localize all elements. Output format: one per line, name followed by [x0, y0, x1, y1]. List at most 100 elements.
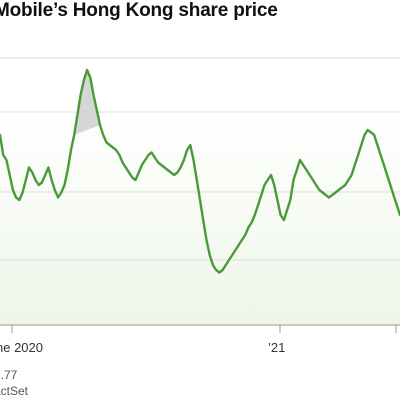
data-point	[309, 174, 311, 176]
data-point	[367, 129, 369, 131]
data-point	[299, 159, 301, 161]
data-point	[225, 264, 227, 266]
data-point	[202, 219, 204, 221]
data-point	[73, 134, 75, 136]
data-point	[99, 124, 101, 126]
data-point	[118, 154, 120, 156]
data-point	[83, 79, 85, 81]
data-point	[396, 204, 398, 206]
data-point	[215, 269, 217, 271]
data-point	[228, 259, 230, 261]
data-point	[70, 149, 72, 151]
data-point	[351, 174, 353, 176]
data-point	[157, 161, 159, 164]
data-point	[160, 164, 162, 166]
data-point	[51, 179, 53, 181]
data-point	[234, 249, 237, 251]
data-point	[54, 189, 56, 191]
data-point	[96, 109, 98, 111]
data-point	[163, 166, 166, 169]
data-point	[189, 144, 191, 146]
data-point	[12, 189, 14, 191]
data-point	[128, 171, 130, 174]
data-point	[331, 194, 333, 196]
data-point	[222, 269, 224, 271]
data-point	[86, 69, 88, 71]
data-point	[338, 189, 340, 191]
data-point	[60, 191, 62, 194]
data-point	[34, 179, 37, 181]
data-point	[141, 164, 143, 166]
data-point	[5, 159, 8, 161]
data-point	[283, 219, 285, 221]
data-point	[76, 114, 78, 116]
data-point	[357, 154, 359, 156]
shaded-region	[74, 70, 100, 135]
gridlines	[0, 57, 400, 261]
data-point	[176, 171, 178, 174]
data-point	[392, 194, 395, 196]
data-point	[257, 204, 259, 206]
data-point	[183, 159, 185, 161]
data-point	[57, 196, 59, 199]
data-point	[386, 174, 388, 176]
data-point	[312, 179, 314, 181]
data-point	[363, 134, 366, 136]
data-point	[376, 144, 378, 146]
data-point	[186, 149, 188, 151]
data-point	[247, 226, 249, 229]
data-point	[18, 199, 20, 201]
data-point	[292, 179, 295, 181]
footnote-source: actSet	[0, 384, 29, 398]
data-point	[370, 131, 372, 134]
data-point	[218, 271, 220, 274]
data-point	[318, 189, 320, 191]
data-point	[238, 244, 240, 246]
data-point	[289, 199, 291, 201]
data-point	[263, 184, 266, 186]
data-point	[383, 164, 385, 166]
data-point	[267, 179, 269, 181]
chart-background-fill	[0, 110, 400, 325]
data-point	[199, 199, 201, 201]
data-point	[389, 184, 391, 186]
data-point	[354, 164, 356, 166]
data-point	[147, 154, 149, 156]
data-point	[280, 214, 282, 216]
data-point	[315, 184, 317, 186]
data-point	[209, 254, 211, 256]
data-point	[328, 196, 330, 199]
data-point	[231, 254, 233, 256]
data-point	[344, 184, 346, 186]
data-point	[2, 154, 4, 156]
data-point	[115, 149, 117, 151]
data-point	[138, 171, 140, 174]
data-point	[273, 184, 275, 186]
data-point	[15, 196, 17, 199]
data-point	[196, 179, 198, 181]
series-line-group	[0, 68, 400, 274]
data-point	[89, 76, 91, 79]
data-point	[125, 166, 127, 169]
data-point	[244, 234, 246, 236]
x-tick-label-2: ’21	[268, 340, 285, 355]
data-point	[67, 169, 69, 171]
data-point	[325, 194, 327, 196]
data-point	[241, 239, 243, 241]
data-point	[373, 134, 375, 136]
data-point	[254, 214, 256, 216]
data-point	[180, 166, 182, 169]
data-point	[360, 144, 362, 146]
data-point	[9, 174, 11, 176]
data-point	[192, 159, 195, 161]
data-point	[109, 144, 111, 146]
data-point	[347, 179, 349, 181]
data-point	[38, 184, 40, 186]
data-point	[112, 146, 114, 149]
data-point	[44, 174, 46, 176]
data-point	[134, 179, 137, 181]
data-point	[334, 191, 337, 194]
data-point	[80, 94, 82, 96]
data-point	[25, 179, 27, 181]
x-tick-label-1: ne 2020	[0, 340, 43, 355]
